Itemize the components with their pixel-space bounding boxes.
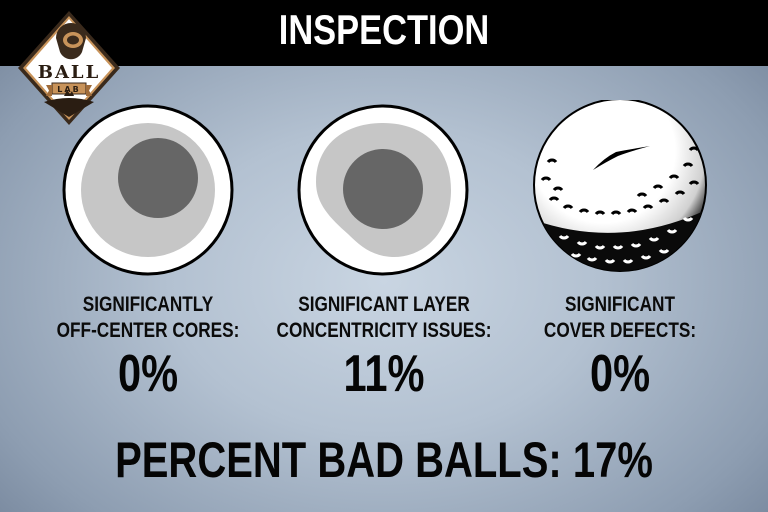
header-bar: INSPECTION — [0, 0, 768, 66]
metric-label: SIGNIFICANT COVER DEFECTS: — [505, 292, 735, 344]
metric-value: 0% — [117, 345, 179, 403]
metric-label-line1: SIGNIFICANT LAYER — [298, 293, 470, 316]
metric-label-line2: COVER DEFECTS: — [543, 319, 697, 342]
metric-label: SIGNIFICANTLY OFF-CENTER CORES: — [33, 292, 263, 344]
metric-label-line2: CONCENTRICITY ISSUES: — [276, 319, 492, 342]
metric-off-center-cores: SIGNIFICANTLY OFF-CENTER CORES: 0% — [28, 100, 268, 403]
metric-label-line1: SIGNIFICANTLY — [82, 293, 214, 316]
metric-cover-defects: SIGNIFICANT COVER DEFECTS: 0% — [500, 98, 740, 403]
ball-lab-logo-icon: BALL LAB — [14, 8, 124, 128]
golf-ball-cover-defect-icon — [500, 98, 740, 290]
logo-text-lab: LAB — [57, 85, 80, 94]
layer-concentricity-icon — [264, 100, 504, 290]
percent-bad-balls: PERCENT BAD BALLS: 17% — [115, 432, 653, 488]
metric-label-line1: SIGNIFICANT — [564, 293, 676, 316]
off-center-core-icon — [28, 100, 268, 290]
metric-value: 0% — [589, 345, 651, 403]
metric-label-line2: OFF-CENTER CORES: — [56, 319, 240, 342]
page-title: INSPECTION — [278, 6, 490, 53]
metric-label: SIGNIFICANT LAYER CONCENTRICITY ISSUES: — [269, 292, 499, 344]
metric-layer-concentricity: SIGNIFICANT LAYER CONCENTRICITY ISSUES: … — [264, 100, 504, 403]
metric-value: 11% — [343, 345, 425, 403]
logo-text-ball: BALL — [38, 62, 101, 83]
